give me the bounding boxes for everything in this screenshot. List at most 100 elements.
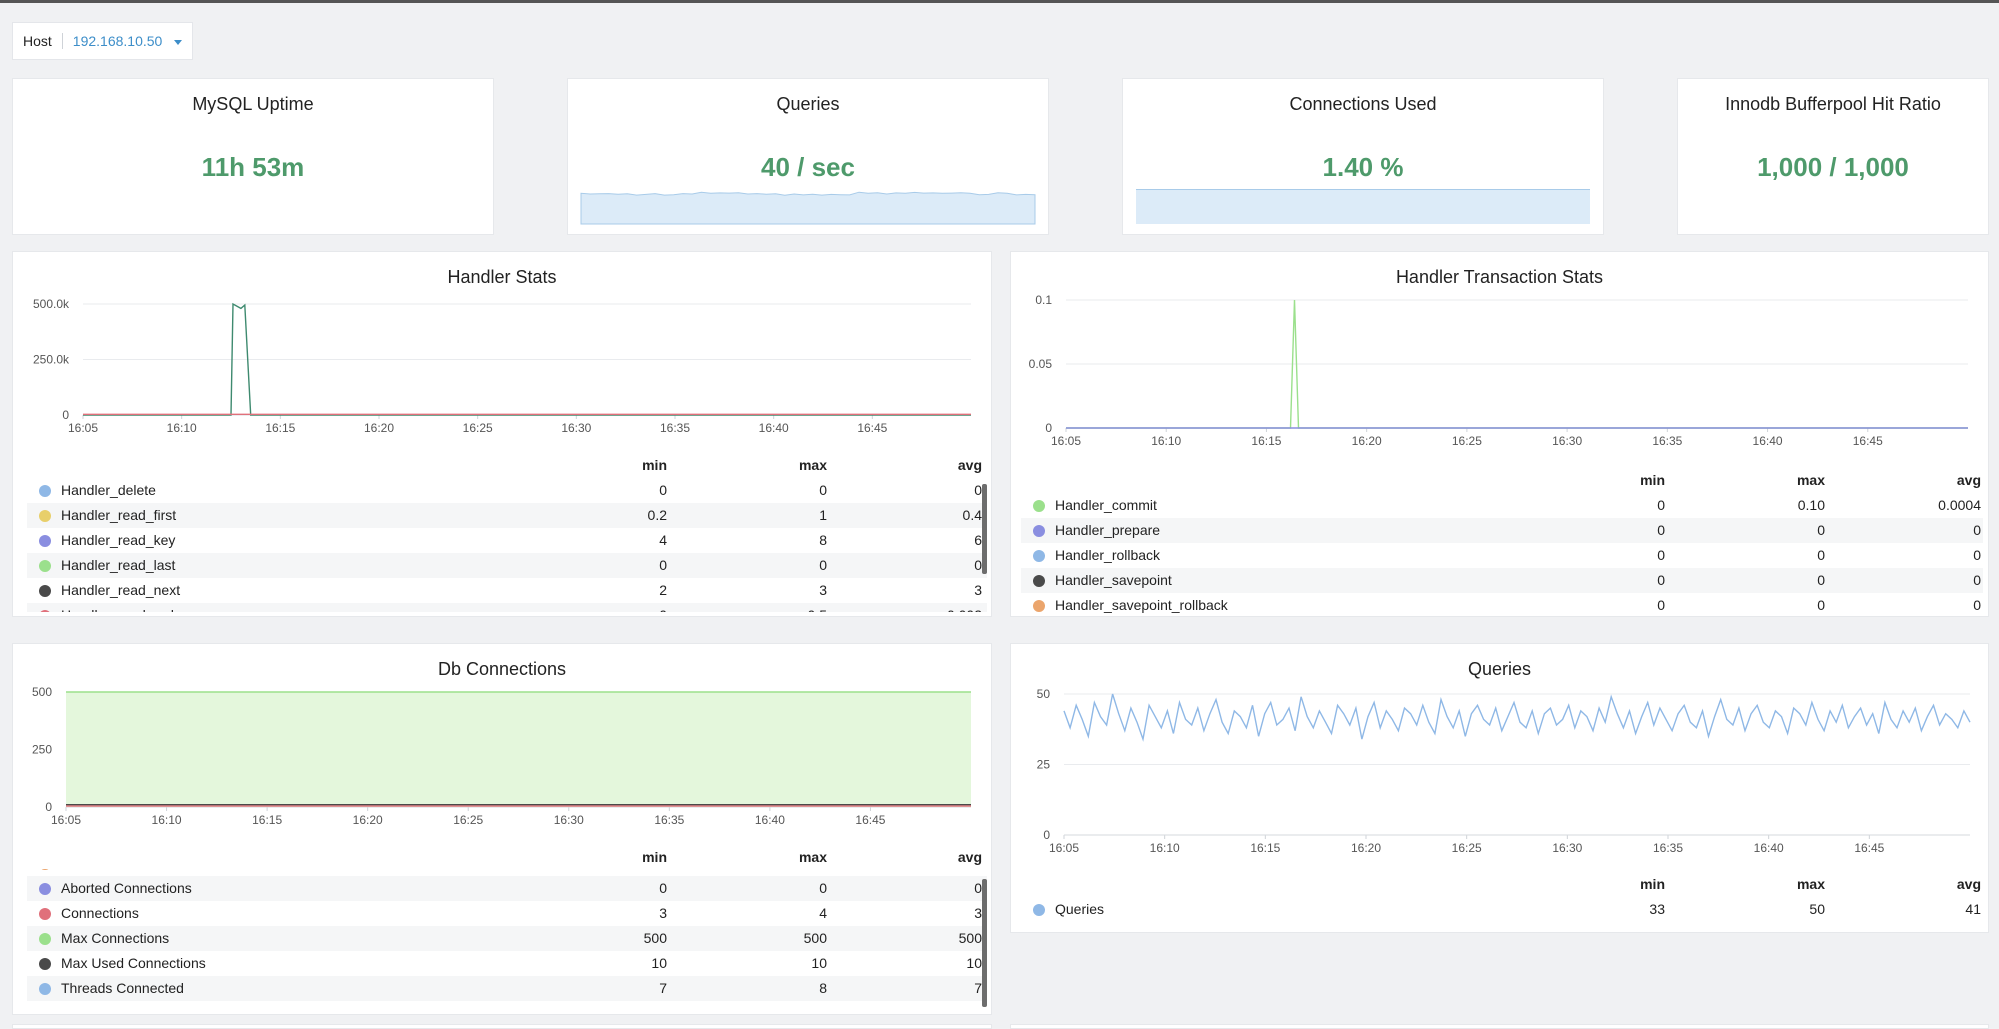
host-value[interactable]: 192.168.10.50 bbox=[72, 33, 163, 49]
chevron-down-icon[interactable] bbox=[174, 39, 183, 45]
x-tick-label: 16:40 bbox=[1753, 434, 1783, 448]
legend-row[interactable]: Handler_read_key 4 8 6 bbox=[27, 528, 987, 553]
legend-dot-icon bbox=[39, 883, 51, 895]
x-tick-label: 16:15 bbox=[252, 813, 282, 827]
legend-value-max: 4 bbox=[819, 905, 827, 921]
queries-sparkline bbox=[580, 191, 1036, 225]
legend-col-min[interactable]: min bbox=[1640, 876, 1665, 892]
legend-value-avg: 0 bbox=[1973, 547, 1981, 563]
legend-row[interactable]: Handler_savepoint_rollback 0 0 0 bbox=[1021, 593, 1983, 618]
legend-value-min: 0 bbox=[1657, 572, 1665, 588]
legend-row[interactable]: Handler_prepare 0 0 0 bbox=[1021, 518, 1983, 543]
legend-col-max[interactable]: max bbox=[798, 849, 827, 865]
legend-row[interactable]: Handler_commit 0 0.10 0.0004 bbox=[1021, 493, 1983, 518]
legend-series-name[interactable]: Handler_read_rnd bbox=[61, 603, 174, 612]
legend-series-name[interactable]: Queries bbox=[1055, 901, 1105, 917]
legend-series-name[interactable]: Handler_savepoint_rollback bbox=[1055, 597, 1228, 613]
legend-series-name[interactable]: Handler_commit bbox=[1055, 497, 1157, 513]
legend-value-min: 0 bbox=[659, 880, 667, 896]
legend-series-name[interactable]: Max Used Connections bbox=[61, 955, 206, 971]
x-tick-label: 16:30 bbox=[1552, 841, 1582, 855]
legend-series-name[interactable]: Handler_read_last bbox=[61, 557, 176, 573]
legend-value-avg: 0.4 bbox=[962, 507, 982, 523]
legend-row[interactable]: Aborted Connections 0 0 0 bbox=[27, 876, 987, 901]
legend-series-name[interactable]: Handler_delete bbox=[61, 482, 156, 498]
x-tick-label: 16:45 bbox=[855, 813, 885, 827]
panel-handler-stats: Handler Stats 0 250.0k 500.0k 16:05 16:10 16:… bbox=[12, 251, 992, 617]
host-label: Host bbox=[23, 33, 63, 49]
series-area bbox=[66, 692, 971, 807]
legend-series-name[interactable]: Connections bbox=[61, 905, 139, 921]
legend-series-name[interactable]: Max Connections bbox=[61, 930, 170, 946]
legend-row[interactable]: Queries 33 50 41 bbox=[1021, 897, 1983, 922]
legend-col-avg[interactable]: avg bbox=[1956, 876, 1981, 892]
legend-value-min: 0 bbox=[1657, 597, 1665, 613]
legend-series-name[interactable]: Handler_savepoint bbox=[1055, 572, 1172, 588]
handler-transaction-chart: 0 0.05 0.1 16:05 16:10 16:15 16:20 16:25 16:30 16… bbox=[1029, 293, 1968, 448]
x-tick-label: 16:25 bbox=[463, 421, 493, 435]
legend-scrollbar[interactable] bbox=[982, 484, 987, 574]
legend-value-max: 0 bbox=[1817, 572, 1825, 588]
legend-row[interactable]: Max Used Connections 10 10 10 bbox=[27, 951, 987, 976]
legend-value-min: 2 bbox=[659, 582, 667, 598]
legend-row[interactable]: Handler_read_last 0 0 0 bbox=[27, 553, 987, 578]
legend-dot-icon bbox=[39, 983, 51, 995]
legend-series-name[interactable]: Handler_read_first bbox=[61, 507, 177, 523]
y-tick-label: 250 bbox=[32, 743, 52, 757]
legend-scrollbar[interactable] bbox=[982, 879, 987, 1007]
legend-dot-icon bbox=[39, 908, 51, 920]
stat-value: 1.40 % bbox=[1322, 152, 1404, 182]
legend-col-avg[interactable]: avg bbox=[957, 849, 982, 865]
legend-series-name[interactable]: Threads Connected bbox=[61, 980, 184, 996]
legend-col-max[interactable]: max bbox=[1796, 876, 1825, 892]
x-tick-label: 16:25 bbox=[1452, 434, 1482, 448]
panel-title: Queries bbox=[1467, 659, 1532, 679]
legend-series-name[interactable]: Handler_prepare bbox=[1055, 522, 1161, 538]
legend-col-avg[interactable]: avg bbox=[957, 457, 982, 473]
legend-row[interactable]: Handler_read_rnd 0 0.5 0.002 bbox=[27, 603, 987, 612]
legend-table: min max avg Queries 33 50 41 bbox=[1021, 876, 1983, 926]
legend-table: min max avg Handler_commit 0 0.10 0.0004 Han… bbox=[1021, 472, 1983, 613]
top-border bbox=[0, 0, 1999, 3]
legend-row[interactable]: Handler_savepoint 0 0 0 bbox=[1021, 568, 1983, 593]
legend-dot-icon bbox=[39, 610, 51, 612]
y-tick-label: 0.05 bbox=[1029, 357, 1053, 371]
legend-value-max: 0 bbox=[819, 880, 827, 896]
legend-row[interactable]: Connections 3 4 3 bbox=[27, 901, 987, 926]
legend-col-min[interactable]: min bbox=[1640, 472, 1665, 488]
legend-col-max[interactable]: max bbox=[1796, 472, 1825, 488]
legend-series-name[interactable]: Aborted Connections bbox=[61, 880, 192, 896]
legend-row[interactable]: Max Connections 500 500 500 bbox=[27, 926, 987, 951]
legend-series-name[interactable]: Handler_read_key bbox=[61, 532, 176, 548]
legend-series-name[interactable]: Handler_rollback bbox=[1055, 547, 1161, 563]
x-tick-label: 16:40 bbox=[1754, 841, 1784, 855]
host-selector[interactable]: Host 192.168.10.50 bbox=[12, 22, 194, 60]
legend-col-avg[interactable]: avg bbox=[1956, 472, 1981, 488]
legend-value-avg: 500 bbox=[958, 930, 982, 946]
legend-value-max: 1 bbox=[819, 507, 827, 523]
legend-row[interactable]: Handler_read_next 2 3 3 bbox=[27, 578, 987, 603]
legend-value-min: 0.2 bbox=[647, 507, 667, 523]
y-tick-label: 0 bbox=[1045, 421, 1052, 435]
legend-row[interactable]: Handler_read_first 0.2 1 0.4 bbox=[27, 503, 987, 528]
legend-dot-icon bbox=[39, 585, 51, 597]
legend-row[interactable]: Handler_delete 0 0 0 bbox=[27, 478, 987, 503]
panel-bottom-partial bbox=[12, 1024, 992, 1029]
legend-col-max[interactable]: max bbox=[798, 457, 827, 473]
x-tick-label: 16:10 bbox=[152, 813, 182, 827]
legend-dot-icon bbox=[39, 933, 51, 945]
legend-row[interactable]: Handler_rollback 0 0 0 bbox=[1021, 543, 1983, 568]
legend-series-name[interactable]: Handler_read_next bbox=[61, 582, 181, 598]
legend-value-avg: 41 bbox=[1965, 901, 1981, 917]
legend-table: min max avg Handler_delete 0 0 0 Handler_rea… bbox=[27, 457, 987, 612]
legend-row[interactable]: Threads Connected 7 8 7 bbox=[27, 976, 987, 1001]
legend-col-min[interactable]: min bbox=[642, 457, 667, 473]
legend-value-min: 0 bbox=[1657, 497, 1665, 513]
legend-value-min: 0 bbox=[659, 603, 667, 612]
x-tick-label: 16:35 bbox=[654, 813, 684, 827]
legend-value-min: 0 bbox=[1657, 547, 1665, 563]
legend-col-min[interactable]: min bbox=[642, 849, 667, 865]
legend-value-min: 0 bbox=[1657, 522, 1665, 538]
legend-header: min max avg bbox=[27, 457, 987, 477]
legend-value-min: 3 bbox=[659, 905, 667, 921]
